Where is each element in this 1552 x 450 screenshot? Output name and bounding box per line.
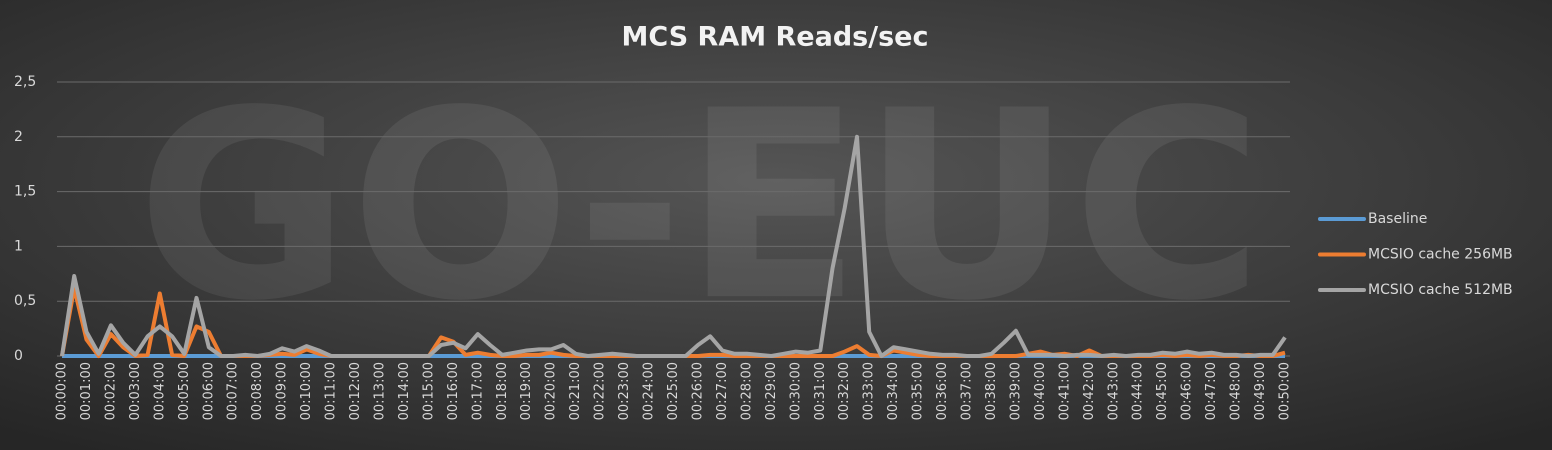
x-tick-label: 00:48:00 [1229, 362, 1244, 420]
x-tick-label: 00:31:00 [813, 362, 828, 420]
x-tick-label: 00:14:00 [397, 362, 412, 420]
x-tick-label: 00:08:00 [250, 362, 265, 420]
x-tick-label: 00:09:00 [275, 362, 290, 420]
x-tick-label: 00:06:00 [201, 362, 216, 420]
x-tick-label: 00:35:00 [911, 362, 926, 420]
x-tick-label: 00:16:00 [446, 362, 461, 420]
x-tick-label: 00:43:00 [1106, 362, 1121, 420]
x-tick-label: 00:19:00 [519, 362, 534, 420]
legend-label: MCSIO cache 256MB [1368, 247, 1513, 263]
legend-label: Baseline [1368, 211, 1427, 227]
x-tick-label: 00:40:00 [1033, 362, 1048, 420]
x-tick-label: 00:27:00 [715, 362, 730, 420]
x-tick-label: 00:29:00 [764, 362, 779, 420]
x-tick-label: 00:32:00 [837, 362, 852, 420]
series-line [60, 134, 1287, 358]
x-tick-label: 00:50:00 [1278, 362, 1293, 420]
x-tick-label: 00:25:00 [666, 362, 681, 420]
x-tick-label: 00:30:00 [788, 362, 803, 420]
x-tick-label: 00:05:00 [177, 362, 192, 420]
legend-label: MCSIO cache 512MB [1368, 282, 1513, 298]
x-tick-label: 00:21:00 [568, 362, 583, 420]
x-tick-label: 00:24:00 [642, 362, 657, 420]
x-tick-label: 00:03:00 [128, 362, 143, 420]
x-tick-label: 00:17:00 [470, 362, 485, 420]
x-tick-label: 00:34:00 [886, 362, 901, 420]
x-tick-label: 00:13:00 [372, 362, 387, 420]
x-tick-label: 00:20:00 [544, 362, 559, 420]
y-tick-label: 2 [14, 129, 23, 145]
x-tick-label: 00:01:00 [79, 362, 94, 420]
x-tick-label: 00:22:00 [593, 362, 608, 420]
x-tick-label: 00:07:00 [226, 362, 241, 420]
x-tick-label: 00:28:00 [739, 362, 754, 420]
x-tick-label: 00:12:00 [348, 362, 363, 420]
x-tick-label: 00:10:00 [299, 362, 314, 420]
y-tick-label: 1,5 [14, 184, 36, 200]
x-tick-label: 00:23:00 [617, 362, 632, 420]
x-tick-label: 00:33:00 [862, 362, 877, 420]
y-tick-label: 2,5 [14, 74, 36, 90]
x-tick-label: 00:15:00 [421, 362, 436, 420]
x-tick-label: 00:11:00 [324, 362, 339, 420]
x-tick-label: 00:46:00 [1180, 362, 1195, 420]
x-tick-label: 00:39:00 [1008, 362, 1023, 420]
x-tick-label: 00:38:00 [984, 362, 999, 420]
y-tick-label: 0,5 [14, 293, 36, 309]
x-tick-label: 00:18:00 [495, 362, 510, 420]
y-tick-label: 1 [14, 238, 23, 254]
y-tick-label: 0 [14, 348, 23, 364]
x-tick-label: 00:02:00 [103, 362, 118, 420]
x-tick-label: 00:26:00 [690, 362, 705, 420]
x-tick-label: 00:00:00 [55, 362, 70, 420]
x-tick-label: 00:45:00 [1155, 362, 1170, 420]
chart-title: MCS RAM Reads/sec [622, 22, 929, 53]
x-tick-label: 00:36:00 [935, 362, 950, 420]
x-tick-label: 00:47:00 [1204, 362, 1219, 420]
watermark: GO-EUC [137, 56, 1264, 358]
x-tick-label: 00:04:00 [152, 362, 167, 420]
x-tick-label: 00:44:00 [1131, 362, 1146, 420]
x-tick-label: 00:49:00 [1253, 362, 1268, 420]
x-tick-label: 00:41:00 [1057, 362, 1072, 420]
x-tick-label: 00:37:00 [960, 362, 975, 420]
x-tick-label: 00:42:00 [1082, 362, 1097, 420]
